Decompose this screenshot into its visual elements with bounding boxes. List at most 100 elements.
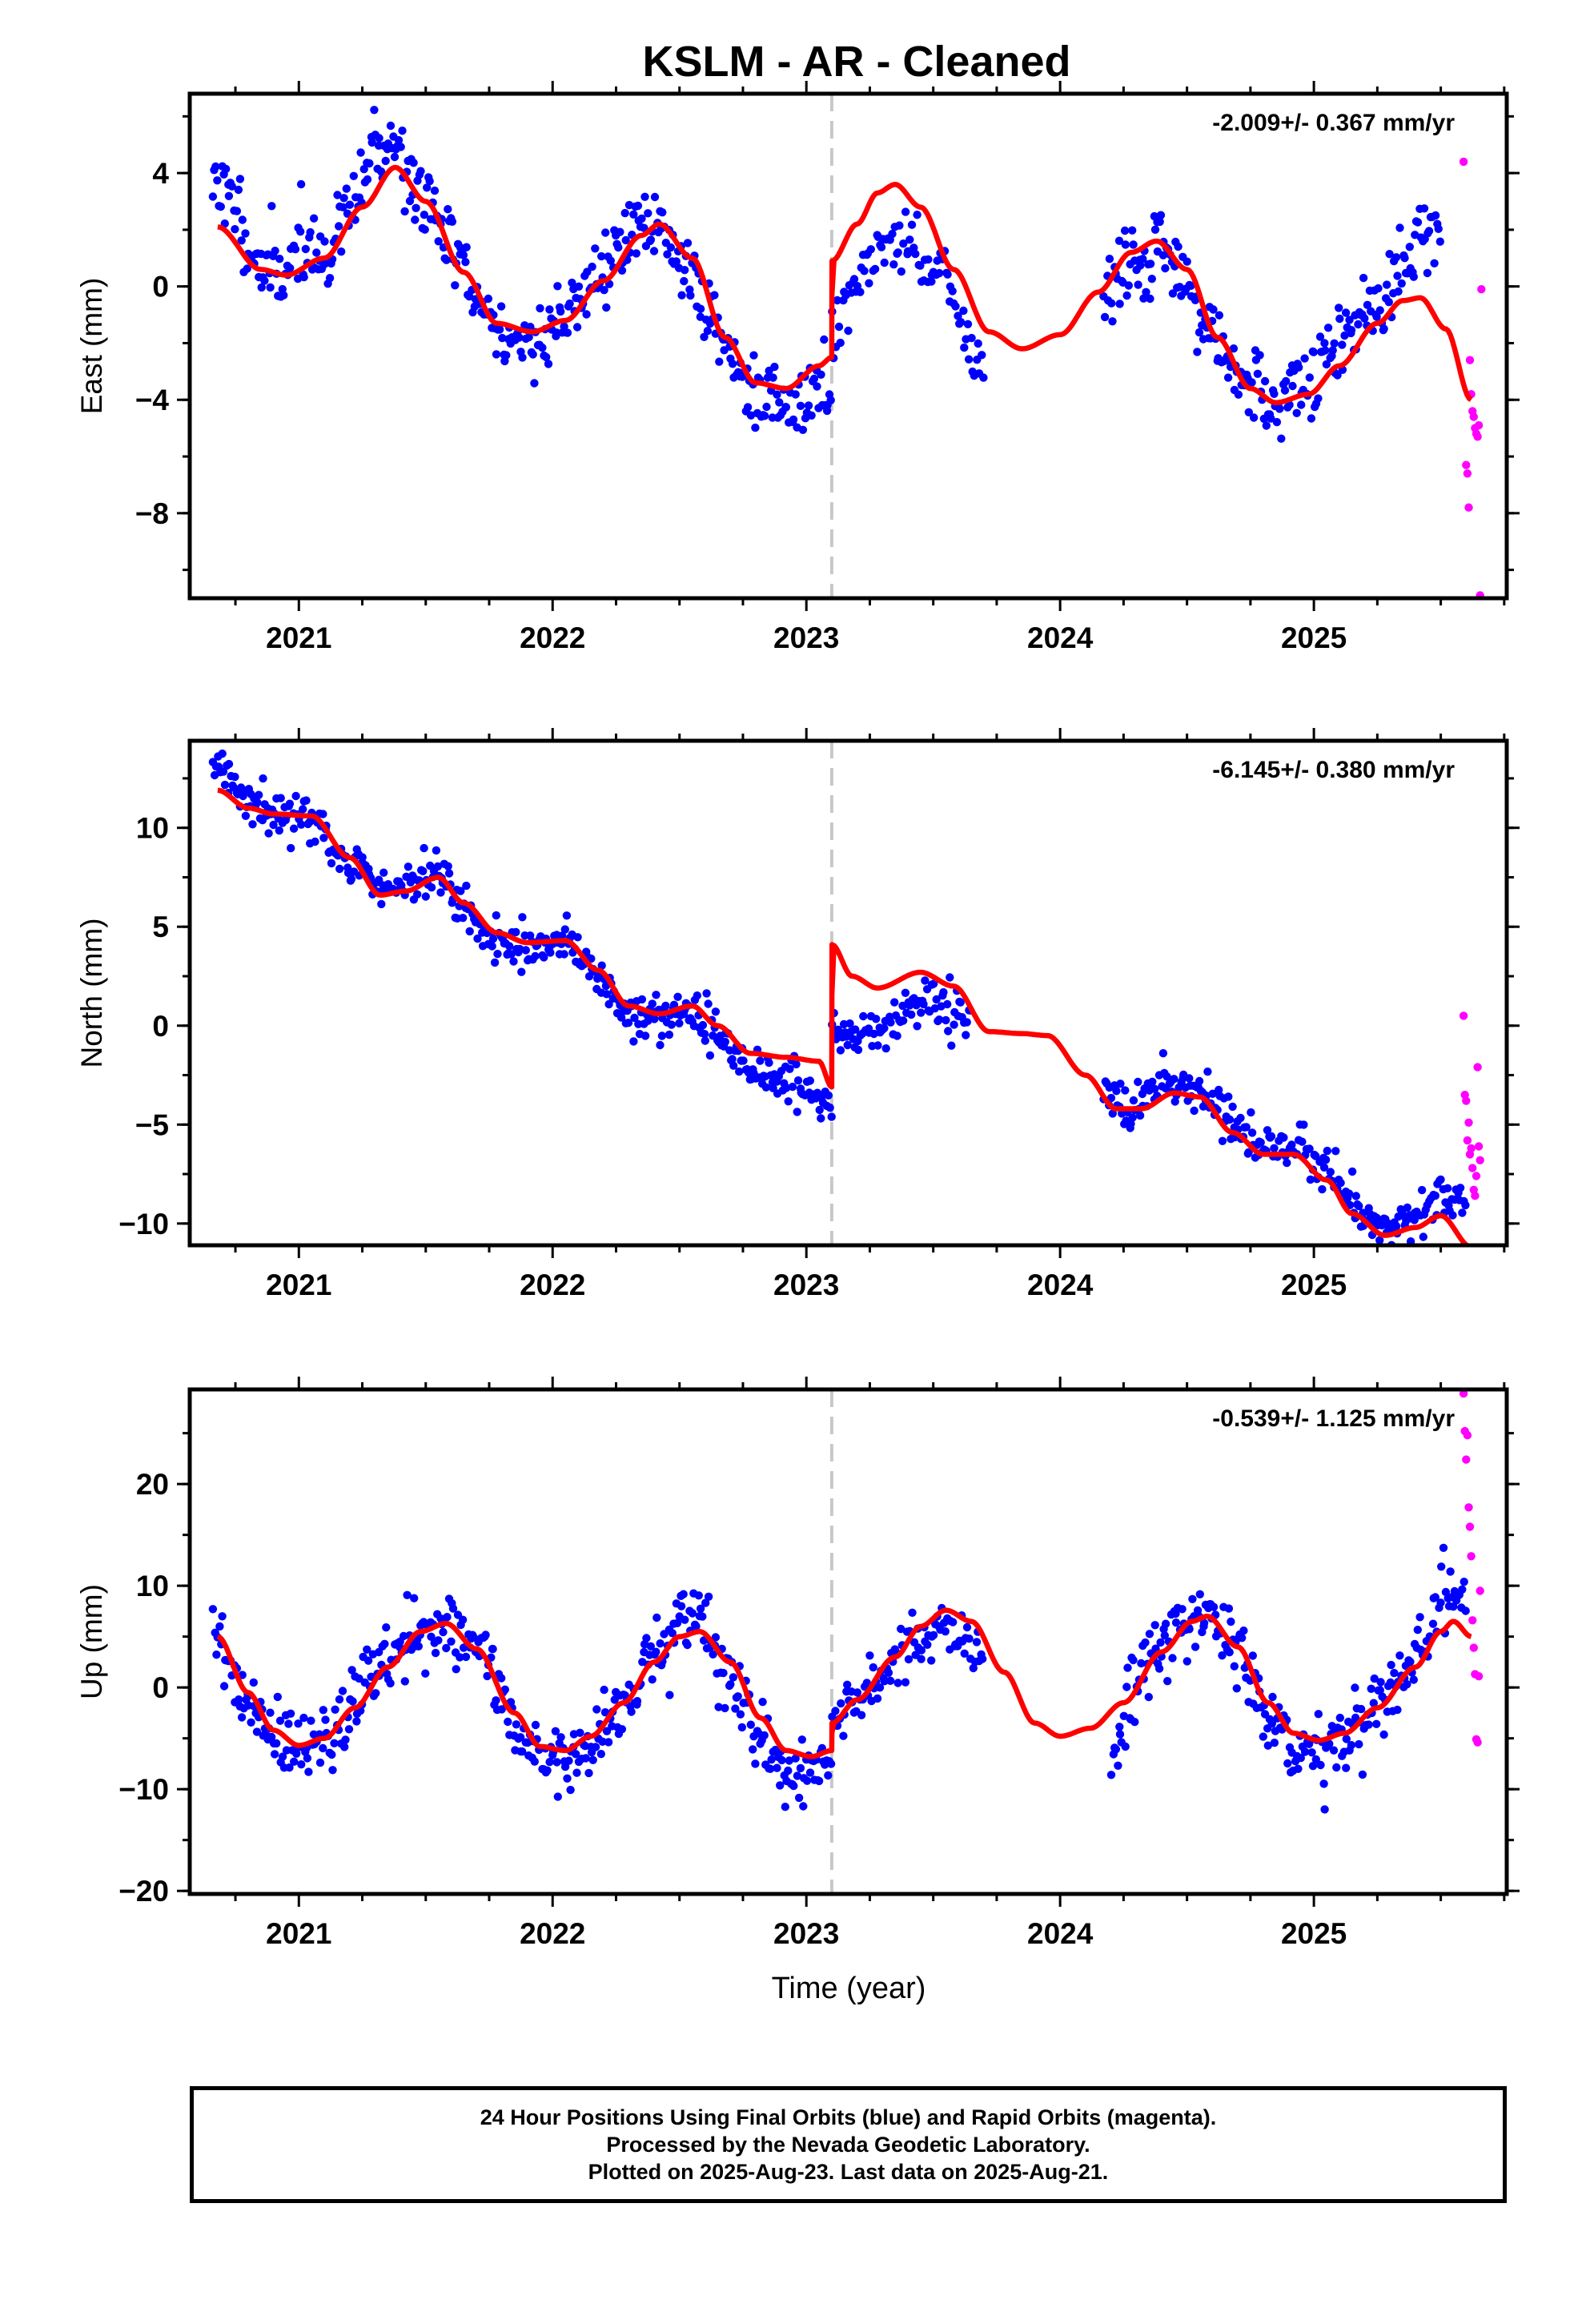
- final-orbit-point: [545, 305, 554, 314]
- final-orbit-point: [598, 1737, 607, 1746]
- final-orbit-point: [602, 990, 611, 999]
- final-orbit-point: [1360, 314, 1369, 323]
- final-orbit-point: [219, 1682, 229, 1691]
- final-orbit-point: [897, 1624, 905, 1634]
- final-orbit-point: [1434, 224, 1443, 233]
- final-orbit-point: [749, 1745, 757, 1754]
- final-orbit-point: [330, 1739, 339, 1747]
- final-orbit-point: [394, 135, 404, 145]
- final-orbit-point: [673, 992, 682, 1002]
- y-tick-label: 0: [152, 271, 169, 304]
- final-orbit-point: [921, 976, 930, 985]
- final-orbit-point: [306, 227, 315, 237]
- rapid-orbit-points-up: [1459, 1389, 1484, 1747]
- final-orbit-points-up: [208, 1543, 1470, 1814]
- final-orbit-point: [1275, 404, 1284, 413]
- final-orbit-point: [212, 1651, 221, 1659]
- final-orbit-point: [1114, 1761, 1122, 1770]
- final-orbit-point: [597, 251, 606, 261]
- final-orbit-point: [743, 403, 753, 412]
- final-orbit-point: [649, 247, 659, 255]
- final-orbit-point: [1175, 283, 1184, 292]
- plot-frame-east: [187, 91, 1509, 601]
- final-orbit-point: [290, 1757, 299, 1766]
- panel-east: 2021 2022 2023 2024 2025 4 0 −4 −8 East (mm) -2.00…: [75, 81, 1520, 654]
- final-orbit-point: [218, 749, 227, 758]
- final-orbit-point: [1244, 408, 1254, 416]
- final-orbit-point: [215, 1622, 224, 1631]
- final-orbit-point: [232, 207, 242, 215]
- final-orbit-point: [1247, 1128, 1257, 1137]
- final-orbit-point: [247, 1718, 255, 1727]
- final-orbit-point: [540, 953, 548, 962]
- final-orbit-point: [264, 829, 273, 838]
- final-orbit-point: [694, 1591, 703, 1600]
- final-orbit-point: [604, 999, 613, 1009]
- final-orbit-point: [817, 1114, 825, 1123]
- final-orbit-point: [492, 911, 500, 920]
- final-orbit-point: [296, 227, 305, 236]
- final-orbit-point: [566, 1785, 575, 1795]
- final-orbit-point: [1106, 1093, 1116, 1103]
- final-orbit-point: [518, 1747, 527, 1756]
- final-orbit-point: [888, 229, 897, 239]
- final-orbit-point: [1228, 1102, 1237, 1112]
- final-orbit-point: [797, 1735, 806, 1744]
- final-orbit-point: [488, 942, 496, 951]
- final-orbit-point: [1174, 242, 1182, 251]
- final-orbit-point: [746, 1720, 755, 1729]
- final-orbit-point: [1335, 304, 1343, 312]
- final-orbit-point: [434, 237, 443, 246]
- final-orbit-point: [1154, 1664, 1164, 1673]
- final-orbit-point: [291, 245, 300, 254]
- final-orbit-point: [1338, 340, 1347, 349]
- final-orbit-point: [721, 1037, 729, 1047]
- final-orbit-point: [698, 1020, 708, 1030]
- final-orbit-point: [1287, 1140, 1296, 1149]
- final-orbit-point: [444, 869, 454, 878]
- final-orbit-point: [656, 1040, 665, 1050]
- final-orbit-point: [1262, 421, 1271, 430]
- final-orbit-point: [327, 1750, 336, 1759]
- final-orbit-point: [683, 1640, 692, 1650]
- final-orbit-point: [444, 862, 452, 870]
- final-orbit-point: [456, 1653, 464, 1662]
- rapid-orbit-point: [1463, 1431, 1472, 1440]
- final-orbit-point: [560, 1763, 570, 1771]
- final-orbit-point: [596, 1750, 605, 1759]
- final-orbit-point: [1410, 1216, 1419, 1224]
- final-orbit-point: [1351, 1683, 1359, 1692]
- final-orbit-point: [1283, 1759, 1292, 1768]
- final-orbit-point: [1160, 1631, 1170, 1640]
- final-orbit-point: [396, 143, 405, 151]
- final-orbit-point: [917, 1655, 926, 1663]
- final-orbit-point: [1383, 280, 1391, 289]
- rapid-orbit-point: [1469, 1643, 1479, 1652]
- plot-area-east: [208, 94, 1486, 598]
- final-orbit-point: [325, 274, 335, 283]
- final-orbit-point: [600, 286, 608, 295]
- final-orbit-point: [433, 862, 443, 871]
- final-orbit-point: [880, 1023, 889, 1033]
- final-orbit-point: [1185, 1625, 1194, 1634]
- panels-group: 2021 2022 2023 2024 2025 4 0 −4 −8 East (mm) -2.00…: [75, 81, 1520, 1950]
- x-tick-label: 2024: [1027, 1917, 1094, 1950]
- final-orbit-point: [804, 401, 813, 410]
- final-orbit-point: [1342, 1763, 1351, 1772]
- final-orbit-point: [255, 790, 263, 799]
- final-orbit-point: [963, 320, 973, 328]
- final-orbit-point: [222, 164, 231, 174]
- final-orbit-point: [870, 264, 880, 274]
- y-axis-label-up: Up (mm): [75, 1584, 108, 1699]
- final-orbit-point: [299, 805, 307, 814]
- final-orbit-point: [1129, 1655, 1138, 1665]
- final-orbit-point: [1115, 1723, 1124, 1731]
- final-orbit-point: [1155, 217, 1164, 227]
- final-orbit-point: [416, 167, 425, 175]
- final-orbit-point: [516, 1733, 525, 1742]
- final-orbit-point: [789, 1781, 798, 1791]
- final-orbit-point: [1135, 1111, 1145, 1120]
- final-orbit-point: [299, 272, 308, 282]
- final-orbit-point: [576, 1728, 584, 1737]
- final-orbit-point: [1230, 1662, 1239, 1671]
